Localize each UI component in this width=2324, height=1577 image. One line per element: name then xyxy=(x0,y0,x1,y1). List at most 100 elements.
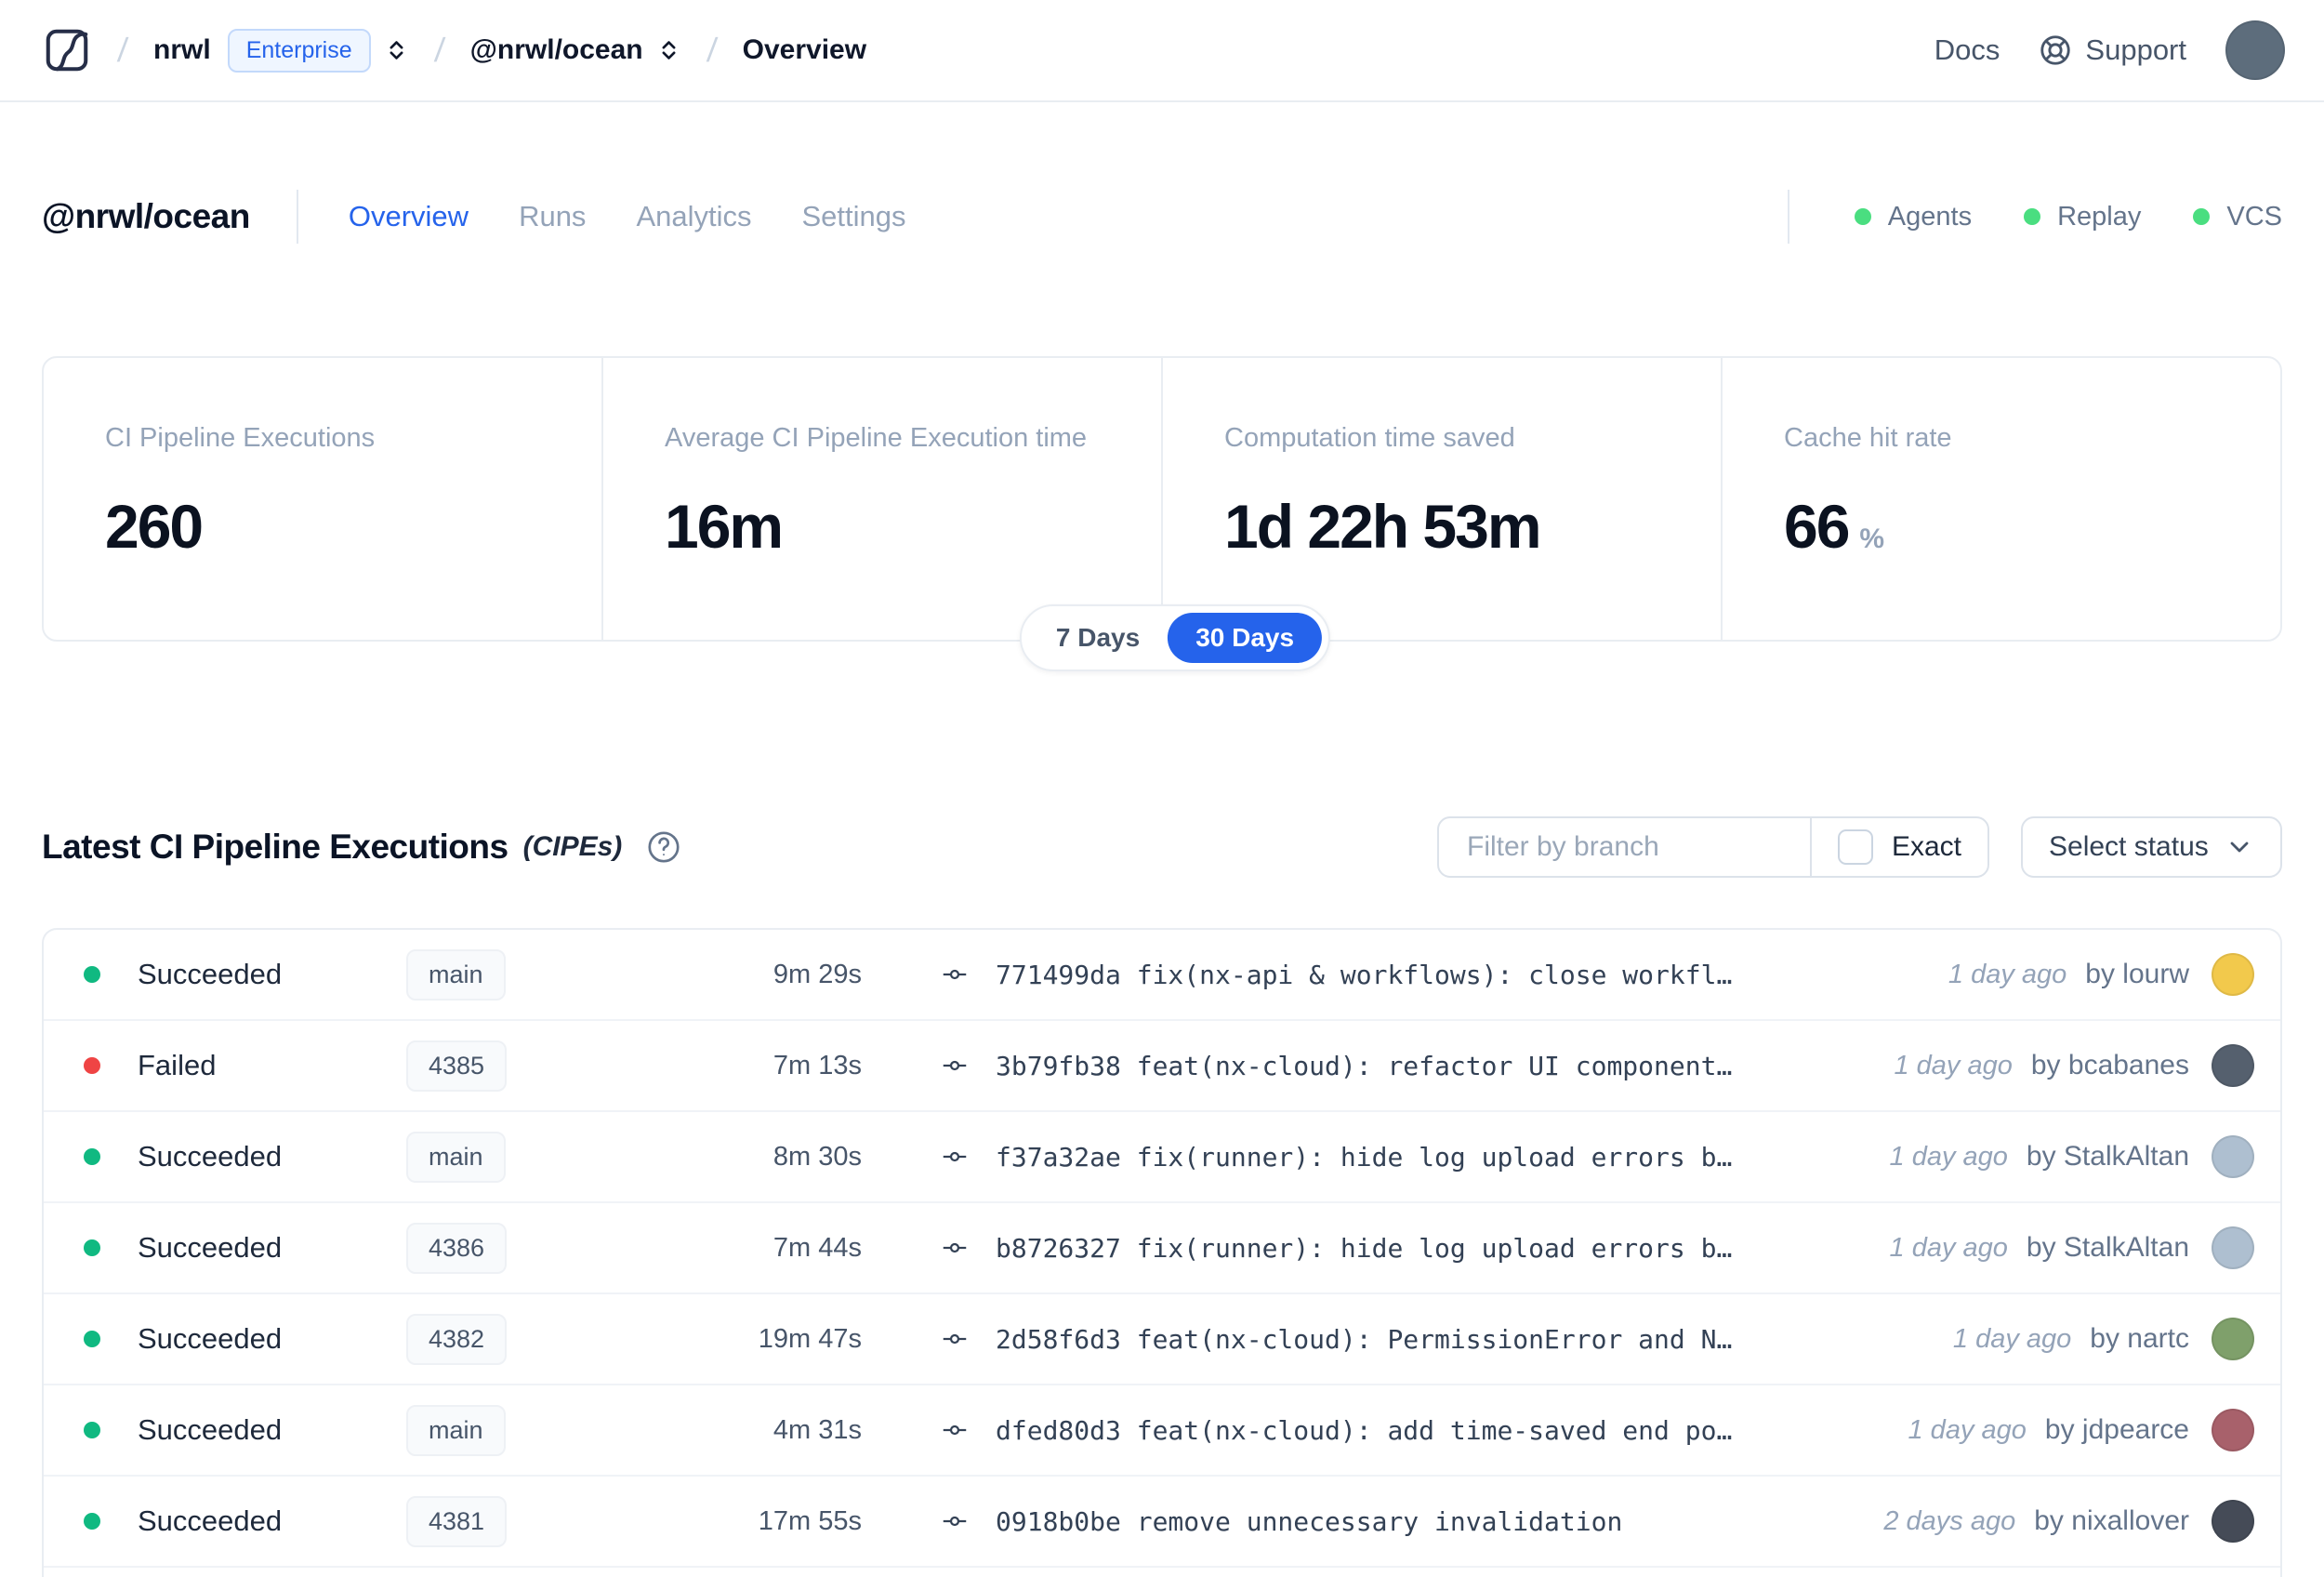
table-row[interactable]: Failed 4385 7m 13s 3b79fb38 feat(nx-clou… xyxy=(44,1021,2280,1112)
tab-overview[interactable]: Overview xyxy=(348,200,469,232)
docs-link[interactable]: Docs xyxy=(1934,33,2000,66)
author-avatar xyxy=(2212,1409,2254,1451)
commit-text: 0918b0be remove unnecessary invalidation xyxy=(996,1506,1622,1537)
enterprise-badge: Enterprise xyxy=(227,28,371,73)
author-avatar xyxy=(2212,1500,2254,1543)
status-label: Succeeded xyxy=(138,1140,283,1173)
breadcrumb-separator: / xyxy=(115,31,130,69)
author: by lourw xyxy=(2085,959,2189,989)
tab-settings[interactable]: Settings xyxy=(801,200,906,232)
feature-status-list: Agents Replay VCS xyxy=(1741,190,2282,244)
stat-label: Computation time saved xyxy=(1224,423,1515,453)
commit-message: feat(nx-cloud): refactor UI component… xyxy=(1136,1050,1733,1081)
commit-hash: 0918b0be xyxy=(996,1505,1121,1537)
feature-status-agents[interactable]: Agents xyxy=(1854,201,1973,232)
branch-badge: main xyxy=(406,948,506,1001)
branch-badge: main xyxy=(406,1131,506,1183)
table-row[interactable]: Succeeded 4381 17m 55s 0918b0be remove u… xyxy=(44,1477,2280,1568)
duration: 4m 31s xyxy=(772,1414,862,1445)
status-dot xyxy=(84,1148,100,1165)
branch-cell: 4382 xyxy=(406,1313,620,1365)
tab-runs[interactable]: Runs xyxy=(519,200,587,232)
commit-message: fix(runner): hide log upload errors b… xyxy=(1136,1141,1733,1173)
branch-cell: 4385 xyxy=(406,1040,620,1092)
status-label: Failed xyxy=(138,1049,217,1081)
workspace-switcher-icon[interactable] xyxy=(656,34,681,66)
stat-card-average-execution-time: Average CI Pipeline Execution time 16m xyxy=(601,358,1161,640)
status-label: Succeeded xyxy=(138,1413,283,1446)
duration: 7m 13s xyxy=(772,1050,862,1080)
tab-analytics[interactable]: Analytics xyxy=(636,200,752,232)
branch-cell: main xyxy=(406,948,620,1001)
stat-value: 1d 22h 53m xyxy=(1224,491,1659,562)
branch-cell: main xyxy=(406,1404,620,1456)
help-icon[interactable] xyxy=(646,829,681,865)
exact-filter: Exact xyxy=(1809,818,1987,876)
status-cell: Succeeded xyxy=(84,958,406,991)
stat-card-computation-time-saved: Computation time saved 1d 22h 53m xyxy=(1161,358,1721,640)
table-row[interactable]: Succeeded main 8m 30s f37a32ae fix(runne… xyxy=(44,1112,2280,1203)
branch-filter-input[interactable] xyxy=(1439,818,1810,876)
time-ago: 1 day ago xyxy=(1889,1141,2008,1172)
branch-badge: 4381 xyxy=(406,1495,508,1547)
feature-status-vcs[interactable]: VCS xyxy=(2193,202,2282,232)
feature-status-replay[interactable]: Replay xyxy=(2024,202,2141,232)
feature-label: Replay xyxy=(2057,201,2142,232)
duration: 8m 30s xyxy=(772,1141,862,1172)
page-crumb[interactable]: Overview xyxy=(742,34,867,65)
table-row[interactable]: Succeeded main 4m 31s dfed80d3 feat(nx-c… xyxy=(44,1385,2280,1477)
stat-label: CI Pipeline Executions xyxy=(105,423,376,453)
author-avatar xyxy=(2212,1318,2254,1360)
commit-cell: 0918b0be remove unnecessary invalidation xyxy=(938,1506,1855,1537)
status-label: Succeeded xyxy=(138,1231,283,1264)
author-avatar xyxy=(2212,1135,2254,1178)
section-title-suffix: (CIPEs) xyxy=(522,831,623,862)
branch-badge: main xyxy=(406,1404,506,1456)
status-cell: Succeeded xyxy=(84,1140,406,1173)
breadcrumb: / nrwl Enterprise / @nrwl/ocean / Overvi… xyxy=(92,28,867,73)
status-cell: Succeeded xyxy=(84,1504,406,1538)
time-ago: 1 day ago xyxy=(1894,1050,2013,1080)
nx-cloud-logo-icon[interactable] xyxy=(42,25,92,75)
commit-hash: 2d58f6d3 xyxy=(996,1323,1121,1355)
stats-cards: CI Pipeline Executions 260 Average CI Pi… xyxy=(42,356,2282,671)
workspace-title: @nrwl/ocean xyxy=(42,197,250,235)
org-name[interactable]: nrwl xyxy=(153,34,211,65)
workspace-tabs: Overview Runs Analytics Settings xyxy=(349,200,906,233)
commit-cell: b8726327 fix(runner): hide log upload er… xyxy=(938,1233,1862,1264)
support-link[interactable]: Support xyxy=(2039,33,2186,67)
org-switcher-icon[interactable] xyxy=(384,34,409,66)
author-avatar xyxy=(2212,1226,2254,1269)
git-commit-icon xyxy=(938,961,971,987)
status-label: Succeeded xyxy=(138,1504,283,1537)
range-option-30-days[interactable]: 30 Days xyxy=(1168,613,1323,663)
workspace-name[interactable]: @nrwl/ocean xyxy=(469,34,643,65)
table-row[interactable]: Succeeded 4386 7m 44s b8726327 fix(runne… xyxy=(44,1203,2280,1294)
git-commit-icon xyxy=(938,1144,971,1170)
divider xyxy=(296,190,298,244)
stat-label: Cache hit rate xyxy=(1784,423,1952,453)
status-cell: Succeeded xyxy=(84,1231,406,1265)
git-commit-icon xyxy=(938,1508,971,1534)
user-avatar[interactable] xyxy=(2225,20,2285,80)
cipe-filters: Exact Select status xyxy=(1437,816,2282,878)
commit-text: f37a32ae fix(runner): hide log upload er… xyxy=(996,1142,1732,1173)
commit-hash: 771499da xyxy=(996,959,1121,990)
status-label: Succeeded xyxy=(138,1322,283,1355)
feature-label: Agents xyxy=(1887,201,1973,232)
status-cell: Succeeded xyxy=(84,1322,406,1356)
commit-cell: 771499da fix(nx-api & workflows): close … xyxy=(938,960,1921,990)
table-row[interactable]: Succeeded 4382 19m 47s 2d58f6d3 feat(nx-… xyxy=(44,1294,2280,1385)
commit-cell: 3b79fb38 feat(nx-cloud): refactor UI com… xyxy=(938,1051,1866,1081)
author: by jdpearce xyxy=(2044,1414,2189,1445)
range-option-7-days[interactable]: 7 Days xyxy=(1055,623,1141,652)
status-select-label: Select status xyxy=(2049,831,2209,862)
table-row[interactable]: Succeeded main 9m 29s 771499da fix(nx-ap… xyxy=(44,930,2280,1021)
author-cell: 1 day ago by lourw xyxy=(1948,953,2254,996)
duration: 17m 55s xyxy=(758,1505,862,1536)
status-select-button[interactable]: Select status xyxy=(2021,816,2282,878)
stat-card-cache-hit-rate: Cache hit rate 66% xyxy=(1721,358,2280,640)
exact-checkbox[interactable] xyxy=(1837,829,1873,865)
author-cell: 1 day ago by StalkAltan xyxy=(1890,1135,2254,1178)
divider xyxy=(1787,190,1789,244)
